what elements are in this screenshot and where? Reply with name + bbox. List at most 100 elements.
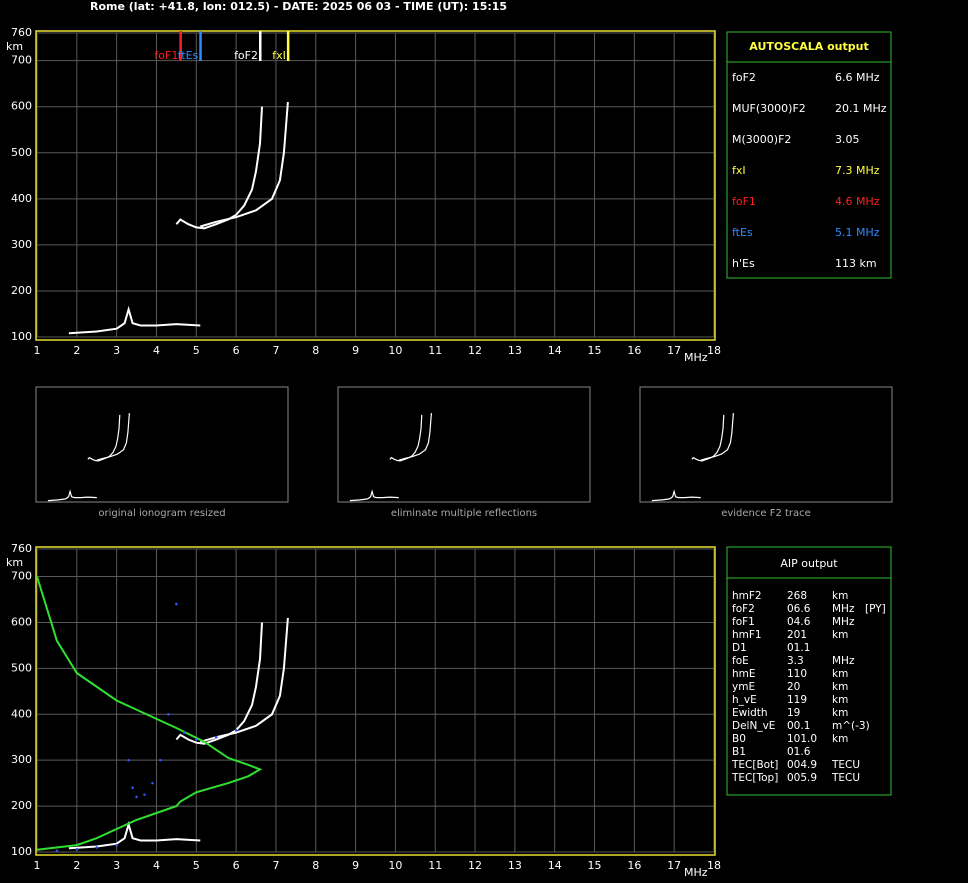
trace-dot: [159, 758, 162, 762]
aip-cell: foE: [732, 655, 749, 667]
row-label: foF2: [732, 71, 756, 84]
trace-dot: [115, 843, 118, 847]
row-value: 113 km: [835, 257, 877, 270]
aip-cell: [PY]: [865, 603, 886, 615]
aip-cell: km: [832, 590, 848, 602]
y-tick-label: 600: [11, 100, 32, 113]
aip-cell: ymE: [732, 681, 755, 693]
thumbnail-trace: [700, 413, 734, 461]
panel-title: AIP output: [780, 557, 838, 570]
thumbnail: [337, 386, 591, 503]
aip-cell: TECU: [831, 772, 860, 784]
thumbnail-trace: [349, 489, 399, 502]
y-tick-label: 760: [11, 542, 32, 555]
aip-cell: 004.9: [787, 759, 817, 771]
aip-cell: km: [832, 629, 848, 641]
row-label: MUF(3000)F2: [732, 102, 806, 115]
x-tick-label: 9: [352, 859, 359, 872]
aip-cell: km: [832, 694, 848, 706]
marker-label: foF2: [234, 49, 258, 62]
aip-cell: 268: [787, 590, 807, 602]
aip-cell: 101.0: [787, 733, 817, 745]
row-value: 6.6 MHz: [835, 71, 880, 84]
x-tick-label: 10: [388, 344, 402, 357]
trace-dot: [175, 602, 178, 606]
aip-cell: 04.6: [787, 616, 811, 628]
aip-cell: foF2: [732, 603, 755, 615]
row-value: 20.1 MHz: [835, 102, 887, 115]
y-tick-label: 700: [11, 54, 32, 67]
y-axis-label: km: [6, 40, 23, 53]
y-tick-label: 400: [11, 192, 32, 205]
aip-cell: TEC[Top]: [731, 772, 778, 784]
aip-cell: TECU: [831, 759, 860, 771]
aip-cell: 01.1: [787, 642, 810, 654]
y-tick-label: 400: [11, 707, 32, 720]
aip-cell: foF1: [732, 616, 755, 628]
x-tick-label: 12: [468, 859, 482, 872]
aip-cell: km: [832, 733, 848, 745]
x-tick-label: 1: [34, 344, 41, 357]
y-tick-label: 200: [11, 799, 32, 812]
trace-dot: [214, 735, 218, 739]
aip-cell: D1: [732, 642, 747, 654]
x-tick-label: 12: [468, 344, 482, 357]
x-tick-label: 2: [73, 344, 80, 357]
trace-dot: [151, 781, 154, 785]
aip-cell: km: [832, 668, 848, 680]
aip-cell: Ewidth: [732, 707, 768, 719]
aip-cell: TEC[Bot]: [731, 759, 778, 771]
thumbnail: [639, 386, 893, 503]
row-label: M(3000)F2: [732, 133, 791, 146]
trace: [200, 102, 289, 228]
row-label: foF1: [732, 195, 756, 208]
x-tick-label: 1: [34, 859, 41, 872]
panel-border: [726, 546, 892, 796]
x-tick-label: 17: [667, 859, 681, 872]
plot-border: [35, 30, 716, 341]
y-tick-label: 200: [11, 284, 32, 297]
y-tick-label: 760: [11, 26, 32, 39]
trace-dot: [183, 731, 186, 734]
y-axis-label: km: [6, 556, 23, 569]
aip-cell: MHz: [832, 616, 855, 628]
aip-cell: hmF1: [732, 629, 762, 641]
x-axis-label: MHz: [684, 351, 708, 364]
y-tick-label: 300: [11, 753, 32, 766]
aip-cell: 01.6: [787, 746, 811, 758]
aip-cell: km: [832, 707, 848, 719]
x-tick-label: 13: [508, 859, 522, 872]
thumbnail-caption: eliminate multiple reflections: [391, 508, 537, 519]
trace-dot: [95, 846, 99, 849]
x-tick-label: 5: [193, 859, 200, 872]
row-label: ftEs: [732, 226, 753, 239]
marker-label: ftEs: [178, 49, 199, 62]
trace-dot: [131, 786, 134, 790]
thumbnail-caption: evidence F2 trace: [721, 508, 811, 519]
thumbnail-trace: [651, 489, 701, 502]
aip-cell: km: [832, 681, 848, 693]
trace-dot: [167, 712, 170, 716]
aip-cell: 005.9: [787, 772, 817, 784]
x-tick-label: 15: [588, 859, 602, 872]
trace: [36, 576, 263, 851]
y-tick-label: 600: [11, 615, 32, 628]
row-value: 3.05: [835, 133, 860, 146]
row-label: fxI: [732, 164, 746, 177]
x-tick-label: 5: [193, 344, 200, 357]
y-tick-label: 100: [11, 330, 32, 343]
x-tick-label: 16: [627, 859, 641, 872]
aip-cell: m^(-3): [832, 720, 870, 732]
trace-dot: [127, 758, 130, 762]
y-tick-label: 100: [11, 845, 32, 858]
y-tick-label: 300: [11, 238, 32, 251]
aip-cell: 3.3: [787, 655, 804, 667]
x-tick-label: 11: [428, 344, 442, 357]
x-tick-label: 17: [667, 344, 681, 357]
x-tick-label: 18: [707, 859, 721, 872]
y-tick-label: 500: [11, 661, 32, 674]
marker-label: fxI: [272, 49, 286, 62]
aip-cell: 110: [787, 668, 807, 680]
x-tick-label: 6: [233, 344, 240, 357]
